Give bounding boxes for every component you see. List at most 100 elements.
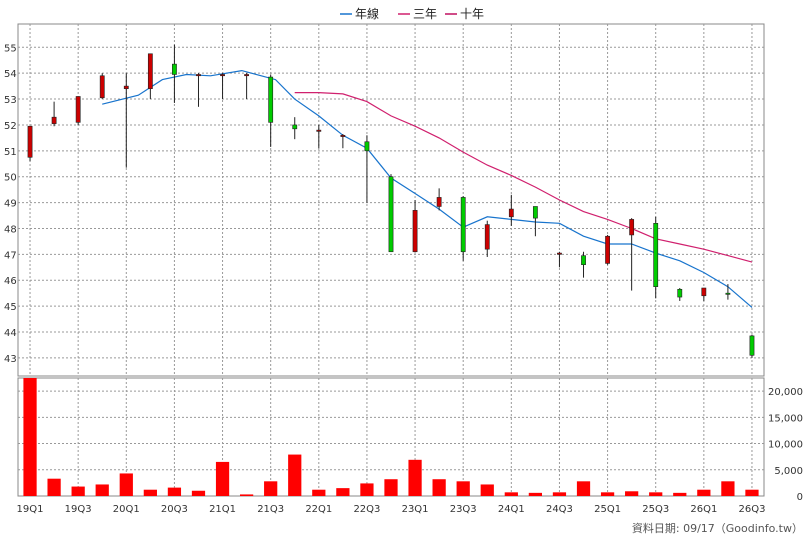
candle-body bbox=[484, 224, 490, 250]
volume-bar bbox=[336, 488, 350, 496]
volume-bar bbox=[119, 473, 133, 496]
x-tick-label: 21Q3 bbox=[257, 504, 284, 515]
legend: 年線 三年 十年 bbox=[340, 6, 484, 21]
candlesticks bbox=[27, 44, 755, 358]
price-tick-label: 44 bbox=[4, 328, 17, 339]
candle-body bbox=[75, 96, 81, 123]
candle-body bbox=[508, 208, 514, 218]
x-tick-label: 19Q1 bbox=[17, 504, 44, 515]
volume-bar bbox=[384, 479, 398, 496]
candle-body bbox=[557, 252, 562, 255]
candle-body bbox=[725, 292, 731, 295]
axes: 43 44 45 46 47 48 49 50 51 52 53 54 55 0 5,000 10,000 15… bbox=[4, 43, 803, 515]
volume-bar bbox=[721, 481, 735, 496]
volume-bar bbox=[71, 486, 85, 496]
price-tick-label: 53 bbox=[4, 95, 17, 106]
x-tick-label: 22Q1 bbox=[305, 504, 332, 515]
x-tick-label: 24Q3 bbox=[546, 504, 573, 515]
x-tick-label: 25Q1 bbox=[594, 504, 621, 515]
candle-body bbox=[460, 197, 466, 253]
volume-tick-label: 20,000 bbox=[768, 387, 803, 398]
volume-bar bbox=[360, 483, 374, 496]
volume-bar bbox=[264, 481, 278, 496]
volume-bar bbox=[576, 481, 591, 496]
candle-body bbox=[316, 129, 322, 132]
x-tick-label: 19Q3 bbox=[65, 504, 92, 515]
candle-body bbox=[220, 74, 225, 77]
candle-body bbox=[27, 125, 33, 158]
volume-bar bbox=[432, 479, 446, 496]
volume-bar bbox=[552, 492, 567, 496]
candle-body bbox=[172, 63, 177, 75]
candle-body bbox=[412, 210, 418, 253]
volume-tick-label: 0 bbox=[797, 492, 803, 503]
candle-body bbox=[51, 116, 57, 124]
candle-body bbox=[581, 255, 586, 266]
price-tick-label: 47 bbox=[4, 250, 17, 261]
volume-bar bbox=[239, 494, 254, 496]
x-tick-label: 26Q1 bbox=[690, 504, 717, 515]
volume-bar bbox=[600, 492, 615, 496]
x-tick-label: 23Q3 bbox=[450, 504, 477, 515]
volume-tick-label: 15,000 bbox=[768, 413, 803, 424]
x-tick-label: 25Q3 bbox=[642, 504, 669, 515]
volume-bar bbox=[625, 491, 639, 496]
x-tick-label: 20Q3 bbox=[161, 504, 188, 515]
volume-bars bbox=[23, 378, 759, 496]
plot-background bbox=[17, 23, 765, 497]
candle-body bbox=[605, 235, 610, 264]
volume-bar bbox=[504, 492, 518, 496]
candle-body bbox=[701, 287, 707, 297]
price-tick-label: 54 bbox=[4, 69, 17, 80]
price-tick-label: 51 bbox=[4, 147, 17, 158]
legend-label: 十年 bbox=[460, 7, 484, 21]
volume-bar bbox=[528, 492, 543, 496]
volume-bar bbox=[23, 378, 37, 496]
volume-bar bbox=[288, 454, 302, 496]
price-tick-label: 48 bbox=[4, 224, 17, 235]
x-tick-label: 24Q1 bbox=[498, 504, 525, 515]
volume-bar bbox=[191, 490, 206, 496]
candle-body bbox=[677, 288, 683, 298]
candle-body bbox=[292, 124, 298, 130]
price-tick-label: 52 bbox=[4, 121, 17, 132]
candle-body bbox=[196, 74, 201, 77]
volume-bar bbox=[673, 492, 687, 496]
volume-bar bbox=[95, 484, 109, 496]
candle-body bbox=[364, 141, 370, 152]
volume-bar bbox=[697, 489, 711, 496]
price-tick-label: 43 bbox=[4, 354, 17, 365]
volume-bar bbox=[167, 487, 182, 496]
candle-body bbox=[268, 76, 274, 123]
candle-body bbox=[436, 197, 442, 207]
candle-body bbox=[147, 53, 153, 90]
line-three-year bbox=[294, 91, 753, 263]
candle-body bbox=[244, 74, 250, 77]
volume-bar bbox=[408, 459, 422, 496]
volume-bar bbox=[47, 478, 61, 496]
price-tick-label: 45 bbox=[4, 302, 17, 313]
volume-panel-frame bbox=[17, 377, 765, 497]
x-tick-label: 21Q1 bbox=[209, 504, 236, 515]
candle-body bbox=[99, 75, 105, 99]
footer-date: 資料日期: 09/17（Goodinfo.tw） bbox=[632, 521, 803, 535]
price-tick-label: 49 bbox=[4, 199, 17, 210]
candle-body bbox=[749, 335, 755, 356]
price-tick-label: 55 bbox=[4, 43, 17, 54]
volume-bar bbox=[745, 489, 759, 496]
legend-label: 三年 bbox=[413, 7, 437, 21]
volume-bar bbox=[649, 492, 663, 496]
candle-body bbox=[123, 85, 129, 90]
price-tick-label: 46 bbox=[4, 276, 17, 287]
volume-tick-label: 5,000 bbox=[774, 466, 803, 477]
candle-body bbox=[388, 176, 394, 253]
grid-lines bbox=[18, 24, 764, 496]
x-tick-label: 20Q1 bbox=[113, 504, 140, 515]
candle-body bbox=[653, 222, 659, 288]
volume-bar bbox=[143, 489, 157, 496]
candle-body bbox=[340, 134, 346, 137]
price-tick-label: 50 bbox=[4, 173, 17, 184]
volume-bar bbox=[456, 481, 470, 496]
